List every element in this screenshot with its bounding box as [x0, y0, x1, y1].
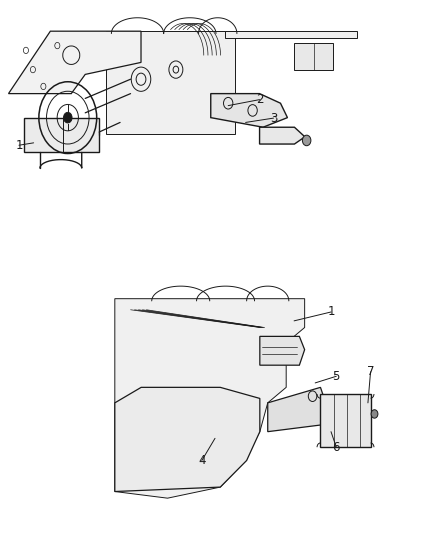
Polygon shape — [115, 298, 305, 498]
Polygon shape — [268, 387, 326, 432]
Text: 1: 1 — [15, 139, 23, 152]
Polygon shape — [115, 387, 260, 491]
Circle shape — [302, 135, 311, 146]
Polygon shape — [260, 127, 305, 144]
Polygon shape — [294, 43, 333, 70]
Text: 6: 6 — [332, 441, 340, 454]
Polygon shape — [8, 31, 141, 94]
Circle shape — [64, 112, 72, 123]
Text: 1: 1 — [327, 305, 335, 319]
Text: 7: 7 — [367, 365, 374, 378]
Polygon shape — [106, 31, 235, 134]
Polygon shape — [225, 31, 357, 38]
Polygon shape — [24, 118, 99, 152]
Text: 4: 4 — [198, 454, 205, 467]
Text: 2: 2 — [256, 93, 263, 106]
Circle shape — [371, 410, 378, 418]
Polygon shape — [321, 394, 371, 447]
Polygon shape — [260, 336, 305, 365]
Polygon shape — [211, 94, 287, 127]
Text: 3: 3 — [270, 111, 277, 125]
Text: 5: 5 — [332, 370, 340, 383]
